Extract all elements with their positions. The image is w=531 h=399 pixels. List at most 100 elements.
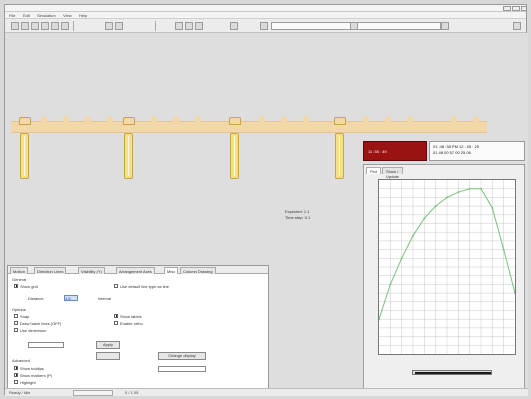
menu-simulation[interactable]: Simulation (37, 13, 56, 18)
checkbox[interactable] (14, 380, 18, 384)
menu-view[interactable]: View (63, 13, 72, 18)
checkbox-label: Use default line type as line (120, 284, 169, 289)
undo-icon[interactable] (105, 22, 113, 30)
apply-button[interactable]: Apply (96, 341, 120, 349)
checkbox[interactable] (14, 314, 18, 318)
interval-field[interactable] (28, 342, 64, 348)
chart-grid (379, 180, 515, 354)
section-label: Advanced (12, 358, 30, 363)
chart-point (379, 318, 380, 321)
post-cap (229, 117, 241, 125)
minimize-button[interactable] (503, 6, 511, 11)
checkbox[interactable] (14, 328, 18, 332)
zoom-icon[interactable] (350, 22, 358, 30)
tab-direction-lines[interactable]: Direction Lines (34, 267, 67, 274)
strip-tooth (385, 116, 391, 123)
checkbox[interactable] (114, 314, 118, 318)
strip-tooth (41, 116, 47, 123)
line-chart (378, 179, 516, 355)
tab-show-update[interactable]: Show / Update (382, 167, 403, 179)
graph-scrollbar[interactable] (412, 370, 492, 375)
scrollbar-thumb[interactable] (415, 372, 491, 374)
menu-bar: File Edit Simulation View Help (5, 12, 526, 19)
play-icon[interactable] (175, 22, 183, 30)
distance-field[interactable]: 1.5 (64, 295, 78, 301)
checkbox-label: Draw hatch lines (OFF) (20, 321, 62, 326)
stop-icon[interactable] (195, 22, 203, 30)
checkbox-label: Show labels (120, 314, 142, 319)
chart-point (480, 187, 482, 190)
strip-tooth (107, 116, 113, 123)
redo-icon[interactable] (115, 22, 123, 30)
checkbox-label: Enable ortho (120, 321, 143, 326)
expand-icon[interactable] (513, 22, 521, 30)
beam-strip (11, 116, 487, 133)
new-icon[interactable] (11, 22, 19, 30)
chart-point (491, 206, 494, 209)
tab-motion[interactable]: Motion (10, 267, 29, 274)
strip-tooth (407, 116, 413, 123)
layers-icon[interactable] (61, 22, 69, 30)
post-2[interactable] (124, 133, 133, 179)
print-icon[interactable] (41, 22, 49, 30)
maximize-button[interactable] (512, 6, 520, 11)
checkbox[interactable] (114, 321, 118, 325)
model-canvas[interactable]: Expected: 1.1 Time step: 0.1 11 :35 : 49… (5, 33, 528, 396)
checkbox[interactable] (14, 373, 18, 377)
post-cap (334, 117, 346, 125)
post-1[interactable] (20, 133, 29, 179)
post-cap (123, 117, 135, 125)
status-bar: Ready / Idle 0 / 1.05 (5, 388, 528, 396)
time-info-line: 01 48 00 57 00 25 06 (433, 150, 471, 155)
properties-tabs: Motion Direction Lines Visibility (Y) Ar… (8, 266, 268, 274)
help-icon[interactable] (441, 22, 449, 30)
checkbox[interactable] (14, 366, 18, 370)
tab-plot[interactable]: Plot (366, 167, 381, 174)
chart-point (514, 292, 515, 295)
section-label: Options (12, 307, 26, 312)
menu-file[interactable]: File (9, 13, 16, 18)
tab-column-drawing[interactable]: Column Drawing (180, 267, 216, 274)
chart-point (389, 283, 392, 286)
tab-misc[interactable]: Misc (164, 267, 179, 274)
strip-tooth (63, 116, 69, 123)
save-icon[interactable] (31, 22, 39, 30)
apply-button-2[interactable] (96, 352, 120, 360)
strip-tooth (281, 116, 287, 123)
close-button[interactable] (521, 6, 527, 11)
display-field[interactable] (158, 366, 206, 372)
time-display: 11 :35 : 49 (363, 141, 427, 161)
open-icon[interactable] (21, 22, 29, 30)
app-window: File Edit Simulation View Help (4, 4, 528, 396)
chart-points (379, 187, 515, 321)
change-display-button[interactable]: Change display (158, 352, 206, 360)
checkbox[interactable] (114, 284, 118, 288)
post-3[interactable] (230, 133, 239, 179)
strip-tooth (473, 116, 479, 123)
chart-point (400, 257, 403, 260)
post-4[interactable] (335, 133, 344, 179)
checkbox-label: Show tooltips (20, 366, 44, 371)
toolbar (5, 19, 526, 33)
checkbox-label: Use dimension (20, 328, 47, 333)
time-info: 01 :48 :38 PM 12 : 05 : 25 01 48 00 57 0… (429, 141, 525, 161)
strip-tooth (173, 116, 179, 123)
checkbox[interactable] (14, 284, 18, 288)
settings-icon[interactable] (260, 22, 268, 30)
grid-icon[interactable] (51, 22, 59, 30)
pause-icon[interactable] (185, 22, 193, 30)
checkbox[interactable] (14, 321, 18, 325)
toolbar-separator (73, 21, 74, 31)
menu-edit[interactable]: Edit (23, 13, 30, 18)
chart-point (412, 234, 414, 237)
strip-tooth (195, 116, 201, 123)
status-text: Ready / Idle (9, 390, 31, 395)
camera-icon[interactable] (230, 22, 238, 30)
tab-arrangement-axes[interactable]: Arrangement Axes (116, 267, 155, 274)
strip-tooth (303, 116, 309, 123)
strip-tooth (259, 116, 265, 123)
field-label: Distance (28, 296, 44, 301)
tab-visibility[interactable]: Visibility (Y) (78, 267, 105, 274)
checkbox-label: Show markers (P) (20, 373, 53, 378)
menu-help[interactable]: Help (79, 13, 88, 18)
